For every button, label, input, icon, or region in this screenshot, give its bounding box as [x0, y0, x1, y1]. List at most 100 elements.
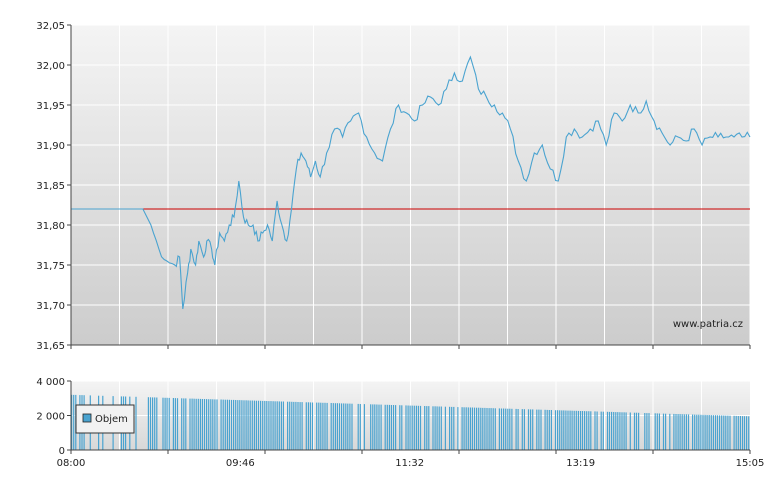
volume-bar — [149, 397, 152, 450]
volume-bar — [708, 415, 710, 450]
volume-bar — [185, 398, 187, 450]
volume-bar — [280, 401, 282, 450]
volume-bar — [243, 400, 245, 450]
volume-bar — [480, 407, 482, 450]
volume-bar — [507, 408, 509, 450]
volume-bar — [638, 412, 640, 450]
volume-bar — [260, 400, 262, 450]
volume-bar — [615, 412, 617, 450]
volume-bar — [710, 415, 712, 450]
volume-bar — [577, 410, 579, 450]
volume-bar — [419, 405, 422, 450]
volume-bar — [677, 414, 679, 450]
volume-bar — [338, 403, 341, 450]
volume-bar — [413, 405, 415, 450]
volume-bar — [685, 414, 687, 450]
volume-y-tick-label: 0 — [59, 446, 65, 457]
volume-bar — [262, 400, 264, 450]
volume-bar — [613, 412, 615, 450]
volume-bar — [469, 407, 471, 450]
volume-bar — [465, 407, 467, 450]
volume-bar — [376, 404, 378, 450]
volume-bar — [405, 405, 407, 450]
volume-bar — [311, 402, 314, 450]
volume-bar — [257, 400, 260, 450]
volume-bar — [683, 414, 685, 450]
volume-bar — [318, 402, 320, 450]
volume-bar — [197, 398, 199, 450]
volume-bar — [550, 410, 552, 450]
volume-bar — [226, 399, 228, 450]
volume-bar — [476, 407, 478, 450]
volume-bar — [330, 403, 332, 450]
volume-bar — [486, 408, 488, 450]
legend-label: Objem — [95, 414, 128, 425]
volume-bar — [272, 401, 274, 450]
price-x-ticks — [70, 345, 751, 349]
price-y-tick-label: 31,90 — [36, 141, 65, 152]
volume-bar — [746, 416, 748, 450]
price-y-tick-label: 31,75 — [36, 261, 65, 272]
price-series-line — [71, 55, 751, 310]
volume-bar — [388, 404, 390, 450]
volume-bar — [662, 413, 665, 450]
volume-bar — [297, 402, 299, 450]
volume-bar — [264, 400, 266, 450]
volume-bar — [561, 410, 563, 450]
volume-bar — [233, 399, 235, 450]
volume-bar — [698, 414, 700, 450]
x-tick-label: 11:32 — [395, 458, 424, 469]
x-tick-label: 09:46 — [226, 458, 255, 469]
volume-y-tick-label: 4 000 — [36, 377, 65, 388]
volume-bar — [289, 401, 291, 450]
volume-bar — [444, 406, 446, 450]
volume-bar — [135, 396, 137, 450]
volume-bar — [482, 407, 484, 450]
volume-bar — [428, 406, 430, 450]
volume-bar — [195, 398, 197, 450]
volume-bar — [735, 415, 737, 450]
volume-bar — [723, 415, 725, 450]
volume-bar — [621, 412, 623, 450]
volume-bar — [384, 404, 386, 450]
volume-bar — [527, 409, 530, 450]
volume-bar — [230, 399, 233, 450]
volume-bar — [509, 408, 511, 450]
volume-bar — [386, 404, 388, 450]
volume-bar — [266, 401, 268, 450]
volume-bar — [440, 406, 442, 450]
volume-bar — [193, 398, 195, 450]
volume-bar — [359, 404, 361, 450]
volume-bar — [646, 413, 648, 450]
volume-bar — [309, 402, 311, 450]
volume-bar — [434, 406, 436, 450]
legend-swatch — [82, 413, 92, 423]
volume-bar — [332, 403, 334, 450]
volume-bar — [432, 406, 434, 450]
volume-bar — [741, 416, 744, 450]
volume-bar — [571, 410, 573, 450]
volume-bar — [696, 414, 698, 450]
volume-bar — [301, 402, 303, 450]
volume-bar — [407, 405, 409, 450]
volume-bar — [494, 408, 496, 450]
volume-bar — [500, 408, 503, 450]
volume-bar — [357, 403, 359, 450]
volume-bar — [449, 406, 451, 450]
volume-bar — [687, 414, 690, 450]
volume-bar — [341, 403, 343, 450]
volume-bar — [505, 408, 507, 450]
volume-bar — [241, 400, 243, 450]
volume-bar — [203, 399, 206, 450]
volume-bar — [567, 410, 569, 450]
volume-bar — [349, 403, 351, 450]
volume-bar — [581, 411, 584, 450]
volume-bar — [214, 399, 216, 450]
volume-bar — [602, 411, 604, 450]
volume-bar — [625, 412, 627, 450]
volume-bar — [725, 415, 727, 450]
volume-bar — [320, 402, 322, 450]
volume-bar — [282, 401, 284, 450]
volume-bar — [544, 409, 546, 450]
